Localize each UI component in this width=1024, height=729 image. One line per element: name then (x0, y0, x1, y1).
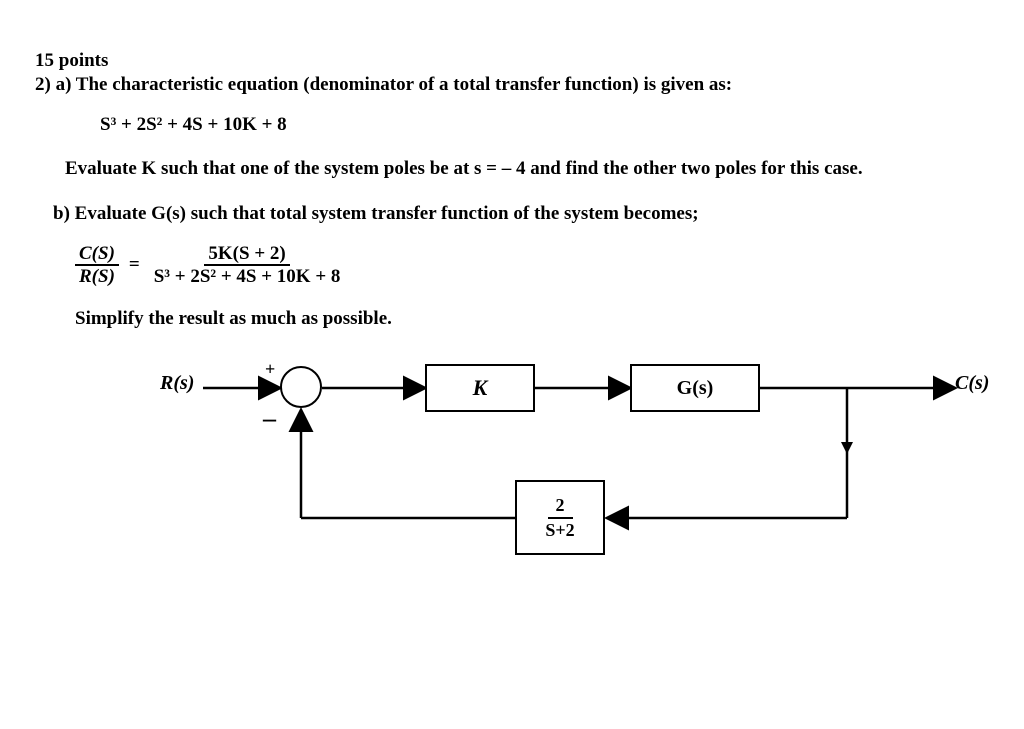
tf-lhs-den: R(S) (75, 266, 119, 288)
block-diagram: R(s) + – K G(s) C(s) 2 S+2 (125, 350, 945, 580)
part-b-intro: b) Evaluate G(s) such that total system … (53, 203, 989, 225)
minus-sign: – (263, 404, 276, 434)
problem-intro: 2) a) The characteristic equation (denom… (35, 74, 989, 96)
characteristic-equation: S³ + 2S² + 4S + 10K + 8 (100, 114, 989, 136)
tf-lhs-num: C(S) (75, 243, 119, 267)
plant-block-g: G(s) (630, 364, 760, 412)
plus-sign: + (265, 359, 275, 380)
tf-rhs-den: S³ + 2S² + 4S + 10K + 8 (150, 266, 345, 288)
output-label: C(s) (955, 372, 989, 395)
instruction-a: Evaluate K such that one of the system p… (65, 156, 989, 183)
feedback-block: 2 S+2 (515, 480, 605, 555)
g-label: G(s) (677, 377, 714, 400)
summing-junction (280, 366, 322, 408)
gain-block-k: K (425, 364, 535, 412)
tf-lhs: C(S) R(S) (75, 243, 119, 289)
feedback-numerator: 2 (548, 495, 573, 519)
simplify-instruction: Simplify the result as much as possible. (75, 308, 989, 330)
tf-rhs: 5K(S + 2) S³ + 2S² + 4S + 10K + 8 (150, 243, 345, 289)
equals-sign: = (129, 254, 140, 276)
transfer-function: C(S) R(S) = 5K(S + 2) S³ + 2S² + 4S + 10… (75, 243, 989, 289)
k-label: K (473, 375, 488, 401)
input-label: R(s) (160, 372, 194, 395)
feedback-denominator: S+2 (541, 519, 578, 541)
tf-rhs-num: 5K(S + 2) (204, 243, 289, 267)
points-label: 15 points (35, 50, 989, 72)
